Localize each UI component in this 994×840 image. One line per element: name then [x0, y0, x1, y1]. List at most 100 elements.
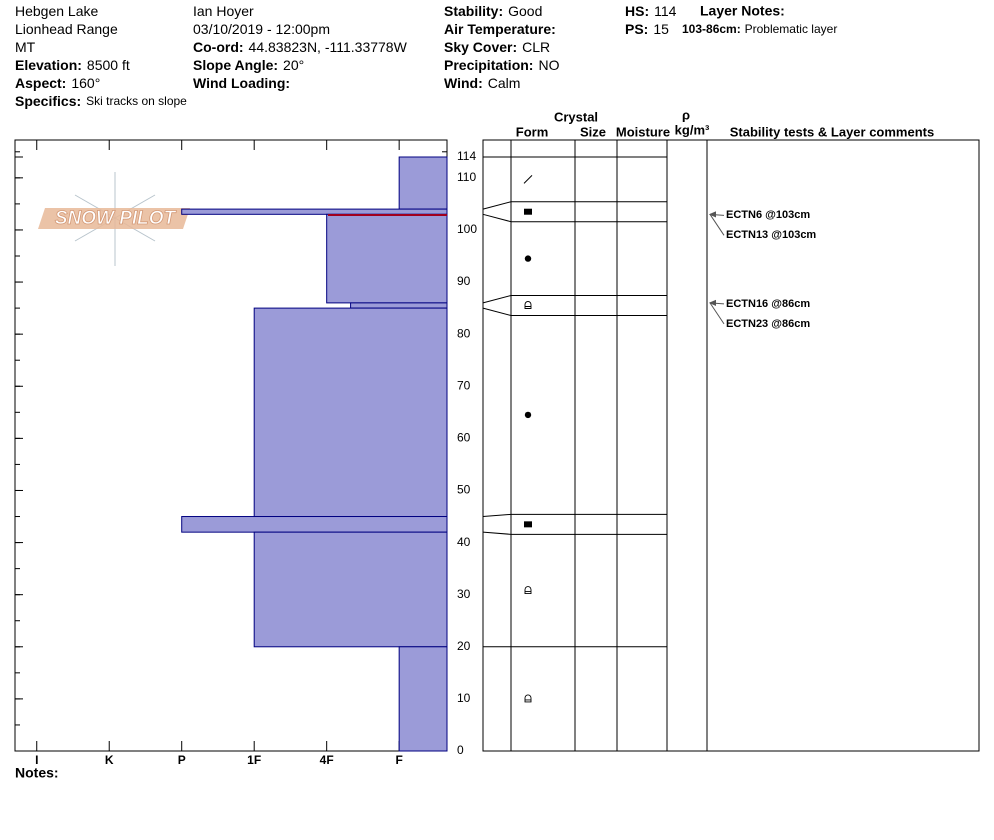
hardness-bar — [350, 302, 448, 309]
header-field: Wind: Calm — [444, 75, 520, 91]
header-field: Co-ord: 44.83823N, -111.33778W — [193, 39, 408, 55]
grain-symbol — [524, 586, 532, 595]
header-field: Sky Cover: CLR — [444, 39, 550, 55]
layer-connector — [482, 213, 512, 223]
column-lines — [510, 140, 708, 751]
logo-text: SNOW PILOT — [55, 208, 177, 229]
x-tick-label: K — [105, 753, 114, 767]
field-label: Co-ord: — [193, 39, 244, 55]
field-value: 114 — [654, 3, 677, 19]
grain-symbol — [524, 694, 532, 703]
logo: SNOW PILOT — [38, 172, 190, 266]
y-tick-label: 114 — [457, 149, 476, 163]
y-tick-label: 80 — [457, 326, 471, 340]
header-field: HS: 114 — [625, 3, 677, 19]
hardness-bar — [326, 213, 448, 304]
y-tick-label: 0 — [457, 743, 464, 757]
hardness-bar — [253, 531, 448, 648]
field-label: Wind: — [444, 75, 483, 91]
hardness-bar — [181, 208, 448, 215]
y-tick-label: 30 — [457, 587, 471, 601]
hardness-bar — [181, 516, 448, 533]
header-field: Lionhead Range — [15, 21, 118, 37]
test-label: ECTN13 @103cm — [726, 229, 816, 241]
header-field: PS: 15 — [625, 21, 669, 37]
field-value: Ian Hoyer — [193, 3, 254, 19]
grain-symbol — [524, 255, 532, 262]
column-header: Stability tests & Layer comments — [730, 124, 934, 139]
column-header: Size — [580, 124, 606, 139]
field-label: Specifics: — [15, 93, 81, 109]
grain-symbol — [524, 411, 532, 419]
field-label: Slope Angle: — [193, 57, 278, 73]
field-value: 160° — [71, 75, 100, 91]
y-tick-label: 20 — [457, 639, 471, 653]
header-field: Precipitation: NO — [444, 57, 560, 73]
header-field: Aspect: 160° — [15, 75, 100, 91]
field-label: PS: — [625, 21, 648, 37]
x-tick-label: 4F — [320, 753, 334, 767]
field-value: Good — [508, 3, 542, 19]
column-header: kg/m³ — [675, 122, 710, 137]
header-field: Hebgen Lake — [15, 3, 99, 19]
field-label: HS: — [625, 3, 649, 19]
column-header: ρ — [682, 107, 690, 122]
field-label: Air Temperature: — [444, 21, 556, 37]
layer-table-frame — [482, 139, 980, 752]
field-value: NO — [538, 57, 559, 73]
hardness-bar — [398, 646, 448, 752]
field-value: MT — [15, 39, 36, 55]
layer-connector — [482, 295, 512, 304]
field-value: Calm — [488, 75, 521, 91]
test-label: ECTN6 @103cm — [726, 209, 810, 221]
column-header: Moisture — [616, 124, 670, 139]
header-field: Slope Angle: 20° — [193, 57, 304, 73]
test-label: ECTN16 @86cm — [726, 298, 810, 310]
field-value: 44.83823N, -111.33778W — [249, 39, 408, 55]
layer-connector — [482, 513, 512, 518]
header-field: Wind Loading: — [193, 75, 290, 91]
x-tick-label: I — [35, 753, 38, 767]
field-value: 20° — [283, 57, 304, 73]
y-tick-label: 10 — [457, 691, 471, 705]
notes-label: Notes: — [15, 765, 59, 781]
grain-symbol — [524, 301, 532, 309]
y-tick-label: 60 — [457, 431, 471, 445]
layer-notes-title: Layer Notes: — [700, 3, 785, 19]
layer-connector — [482, 531, 512, 535]
test-arrowhead — [709, 299, 716, 306]
y-tick-label: 50 — [457, 483, 471, 497]
header-field: Ian Hoyer — [193, 3, 254, 19]
layer-connector — [482, 307, 512, 316]
hardness-bar — [398, 156, 448, 210]
test-arrow — [709, 214, 725, 236]
grain-symbol — [524, 521, 532, 528]
field-label: Precipitation: — [444, 57, 533, 73]
hardness-bar — [253, 307, 448, 518]
header-field: 03/10/2019 - 12:00pm — [193, 21, 330, 37]
header-field: Elevation: 8500 ft — [15, 57, 130, 73]
y-tick-label: 40 — [457, 535, 471, 549]
field-value: 15 — [653, 21, 669, 37]
test-arrowhead — [709, 211, 716, 218]
field-label: Stability: — [444, 3, 503, 19]
header-field: MT — [15, 39, 36, 55]
field-value: Hebgen Lake — [15, 3, 99, 19]
grain-symbol — [523, 175, 533, 184]
layer-note-range: 103-86cm: — [682, 22, 741, 36]
y-tick-label: 70 — [457, 378, 471, 392]
y-tick-label: 90 — [457, 274, 471, 288]
field-label: Sky Cover: — [444, 39, 517, 55]
header-field: Specifics: Ski tracks on slope — [15, 93, 187, 109]
field-value: Lionhead Range — [15, 21, 118, 37]
field-label: Wind Loading: — [193, 75, 290, 91]
field-value: Ski tracks on slope — [86, 94, 187, 108]
column-header: Form — [516, 124, 549, 139]
y-tick-label: 100 — [457, 222, 477, 236]
column-header: Crystal — [554, 109, 598, 124]
field-label: Aspect: — [15, 75, 66, 91]
layer-note: 103-86cm: Problematic layer — [682, 21, 837, 37]
grain-symbol — [524, 208, 532, 215]
field-value: 03/10/2019 - 12:00pm — [193, 21, 330, 37]
